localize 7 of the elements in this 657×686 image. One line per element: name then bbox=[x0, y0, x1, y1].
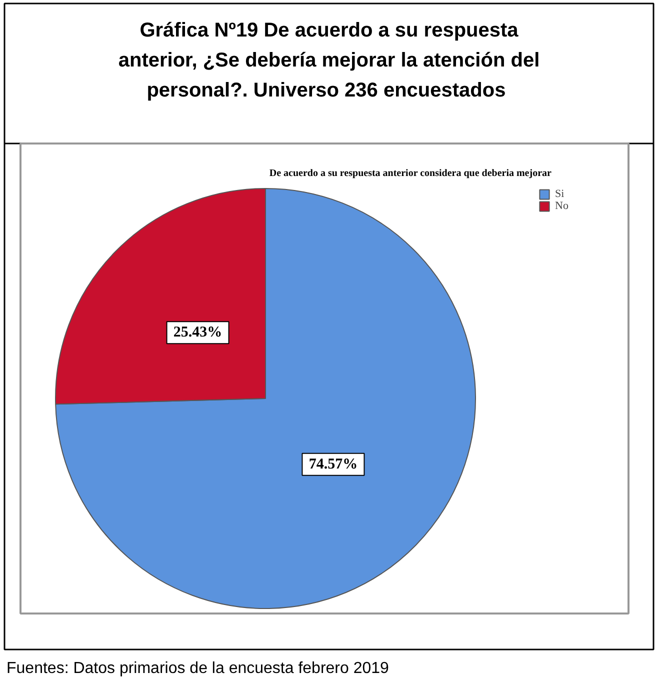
chart-subtitle: De acuerdo a su respuesta anterior considera que deberia mejorar bbox=[269, 168, 552, 179]
legend-label: No bbox=[555, 200, 570, 212]
legend-label: Si bbox=[555, 188, 566, 200]
source-note: Fuentes: Datos primarios de la encuesta febrero 2019 bbox=[6, 660, 390, 677]
data-label: 25.43% bbox=[173, 324, 222, 341]
chart-title: Gráfica Nº19 De acuerdo a su respuesta anterior, ¿Se debería mejorar la atención del personal?. Universo 236 encuestados bbox=[118, 20, 540, 102]
data-label: 74.57% bbox=[308, 456, 358, 472]
